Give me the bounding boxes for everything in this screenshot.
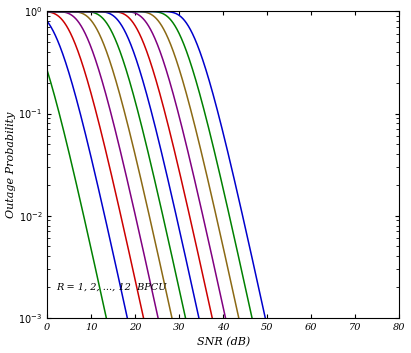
Y-axis label: Outage Probability: Outage Probability xyxy=(6,112,16,218)
X-axis label: SNR (dB): SNR (dB) xyxy=(196,337,250,347)
Text: R = 1, 2, ..., 12  BPCU: R = 1, 2, ..., 12 BPCU xyxy=(56,283,166,292)
